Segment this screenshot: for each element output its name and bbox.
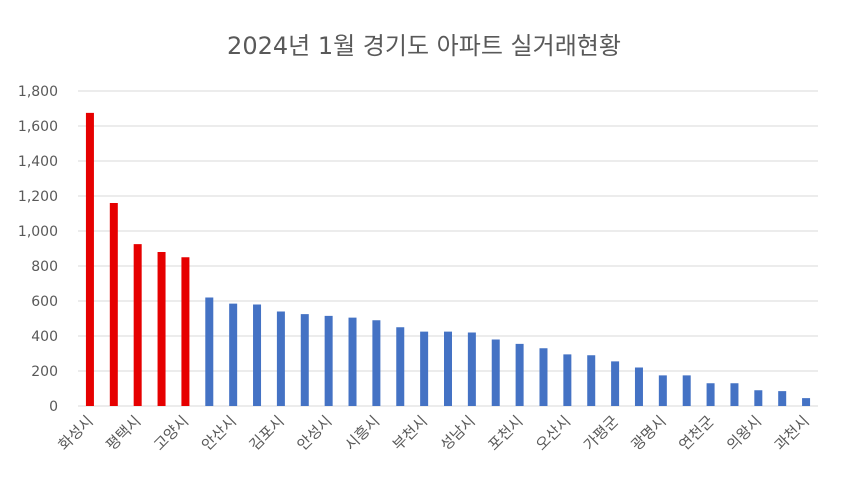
bar (515, 343, 524, 406)
x-tick-label: 화성시 (55, 412, 97, 454)
x-tick-label: 오산시 (532, 412, 574, 454)
bar (634, 367, 643, 406)
y-tick-label: 1,000 (18, 224, 58, 240)
y-tick-label: 1,800 (18, 84, 58, 100)
bar (802, 398, 811, 406)
bar (300, 314, 309, 406)
x-tick-label: 시흥시 (341, 412, 383, 454)
bar (730, 383, 739, 406)
bar (181, 257, 190, 406)
x-tick-label: 과천시 (771, 412, 813, 454)
bar (276, 311, 285, 406)
y-tick-label: 400 (31, 329, 58, 345)
y-tick-label: 1,200 (18, 189, 58, 205)
bar (372, 320, 381, 406)
bar (587, 355, 596, 406)
bar (706, 383, 715, 406)
x-tick-label: 연천군 (675, 412, 717, 454)
x-tick-label: 고양시 (150, 412, 192, 454)
bar (85, 112, 94, 406)
x-tick-label: 김포시 (246, 412, 288, 454)
x-tick-label: 부천시 (389, 412, 431, 454)
x-tick-label: 의왕시 (723, 412, 765, 454)
bar (133, 244, 142, 406)
x-tick-label: 광명시 (628, 412, 670, 454)
x-tick-label: 포천시 (484, 412, 526, 454)
y-tick-label: 600 (31, 294, 58, 310)
y-tick-label: 1,400 (18, 154, 58, 170)
bar (491, 339, 500, 406)
x-tick-label: 안성시 (293, 412, 335, 454)
chart-title: 2024년 1월 경기도 아파트 실거래현황 (227, 32, 621, 60)
bar (205, 297, 214, 406)
bar (539, 348, 548, 406)
x-tick-label: 안산시 (198, 412, 240, 454)
bar (324, 315, 333, 406)
bar (420, 331, 429, 406)
y-tick-label: 0 (49, 399, 58, 415)
bar (754, 390, 763, 406)
bar (611, 361, 620, 406)
bar (658, 375, 667, 406)
bar (778, 391, 787, 406)
bar (467, 332, 476, 406)
bar (563, 354, 572, 406)
y-tick-label: 200 (31, 364, 58, 380)
bar (229, 303, 238, 406)
x-tick-label: 성남시 (437, 412, 479, 454)
x-tick-label: 가평군 (580, 412, 622, 454)
bar (396, 327, 405, 406)
bar (157, 252, 166, 406)
bar (253, 304, 262, 406)
bar (348, 317, 357, 406)
y-tick-label: 1,600 (18, 119, 58, 135)
bar (444, 331, 452, 406)
bar (682, 375, 691, 406)
y-tick-label: 800 (31, 259, 58, 275)
bar (109, 203, 118, 406)
x-tick-label: 평택시 (102, 412, 144, 454)
